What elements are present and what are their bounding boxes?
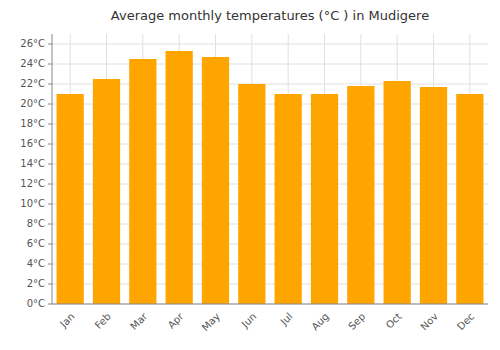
x-tick-label: Jun	[239, 311, 259, 331]
bars	[57, 51, 484, 304]
chart: 0°C 2°C 4°C 6°C 8°C 10°C 12°C 14°C 16°C 18°C 20°C 2…	[0, 0, 500, 350]
y-tick	[48, 184, 52, 185]
x-tick-label: Jul	[278, 311, 295, 328]
y-tick	[48, 84, 52, 85]
y-tick	[48, 304, 52, 305]
bar	[347, 86, 374, 304]
y-tick-label: 14°C	[20, 158, 45, 169]
y-tick-label: 8°C	[27, 218, 45, 229]
x-tick-label: Mar	[128, 310, 150, 332]
bar	[275, 94, 302, 304]
y-tick-label: 4°C	[27, 258, 45, 269]
x-tick-label: Jan	[57, 311, 76, 330]
y-tick-label: 12°C	[20, 178, 45, 189]
x-tick-label: May	[200, 311, 222, 333]
x-tick-label: Oct	[384, 311, 404, 331]
y-tick	[48, 144, 52, 145]
x-tick-label: Feb	[93, 311, 113, 331]
y-tick	[48, 224, 52, 225]
x-tick-label: Apr	[166, 310, 187, 331]
y-grid-line	[52, 304, 488, 305]
bar	[384, 81, 411, 304]
y-tick-label: 26°C	[20, 38, 45, 49]
bar	[166, 51, 193, 304]
y-tick-label: 18°C	[20, 118, 45, 129]
y-tick	[48, 164, 52, 165]
y-tick	[48, 124, 52, 125]
title: Average monthly temperatures (°C ) in Mu…	[111, 8, 429, 23]
grid	[52, 34, 488, 304]
y-tick	[48, 284, 52, 285]
y-tick-label: 2°C	[27, 278, 45, 289]
x-tick-label: Aug	[309, 311, 331, 333]
y-tick-label: 22°C	[20, 78, 45, 89]
bar	[93, 79, 120, 304]
bar	[129, 59, 156, 304]
y-tick-label: 16°C	[20, 138, 45, 149]
y-tick-label: 24°C	[20, 58, 45, 69]
y-tick-label: 10°C	[20, 198, 45, 209]
bar	[456, 94, 483, 304]
bar	[311, 94, 338, 304]
y-tick	[48, 44, 52, 45]
y-tick-label: 20°C	[20, 98, 45, 109]
y-tick	[48, 104, 52, 105]
y-tick	[48, 204, 52, 205]
bar	[202, 57, 229, 304]
y-grid-line	[52, 44, 488, 45]
bar	[57, 94, 84, 304]
x-tick-label: Dec	[455, 311, 476, 332]
x-axis-line	[52, 304, 488, 305]
bar	[420, 87, 447, 304]
y-tick-label: 0°C	[27, 298, 45, 309]
y-tick	[48, 64, 52, 65]
y-tick-label: 6°C	[27, 238, 45, 249]
chart-container: 0°C 2°C 4°C 6°C 8°C 10°C 12°C 14°C 16°C 18°C 20°C 2…	[0, 0, 500, 350]
bar	[238, 84, 265, 304]
y-tick	[48, 264, 52, 265]
x-tick-label: Sep	[346, 311, 367, 332]
y-grid-line	[52, 64, 488, 65]
x-tick-label: Nov	[418, 311, 440, 333]
y-tick	[48, 244, 52, 245]
